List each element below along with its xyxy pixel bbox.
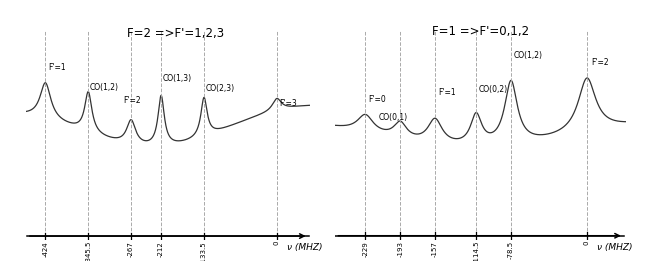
- Text: CO(2,3): CO(2,3): [206, 84, 235, 93]
- Text: 0: 0: [274, 241, 280, 245]
- Text: F'=2: F'=2: [591, 58, 608, 67]
- Text: F'=1: F'=1: [48, 63, 66, 72]
- Text: F=2 =>F'=1,2,3: F=2 =>F'=1,2,3: [127, 27, 224, 40]
- Text: -133.5: -133.5: [201, 241, 207, 261]
- Text: ν (MHZ): ν (MHZ): [286, 242, 322, 252]
- Text: -267: -267: [128, 241, 134, 257]
- Text: -229: -229: [362, 241, 368, 257]
- Text: -424: -424: [43, 241, 48, 257]
- Text: F'=1: F'=1: [438, 88, 455, 97]
- Text: F'=2: F'=2: [123, 96, 141, 104]
- Text: CO(0,1): CO(0,1): [379, 113, 408, 122]
- Text: -78.5: -78.5: [508, 241, 514, 259]
- Text: -157: -157: [432, 241, 438, 257]
- Text: -212: -212: [158, 241, 164, 257]
- Text: ν (MHZ): ν (MHZ): [597, 243, 632, 252]
- Text: CO(1,2): CO(1,2): [90, 82, 119, 92]
- Text: F'=0: F'=0: [368, 95, 386, 104]
- Text: -114.5: -114.5: [473, 241, 479, 261]
- Text: F=1 =>F'=0,1,2: F=1 =>F'=0,1,2: [432, 25, 529, 38]
- Text: CO(0,2): CO(0,2): [479, 85, 508, 94]
- Text: CO(1,3): CO(1,3): [163, 74, 192, 84]
- Text: -345.5: -345.5: [85, 241, 92, 261]
- Text: F'=3: F'=3: [279, 99, 297, 108]
- Text: -193: -193: [397, 241, 403, 257]
- Text: CO(1,2): CO(1,2): [514, 51, 543, 60]
- Text: 0: 0: [584, 241, 590, 246]
